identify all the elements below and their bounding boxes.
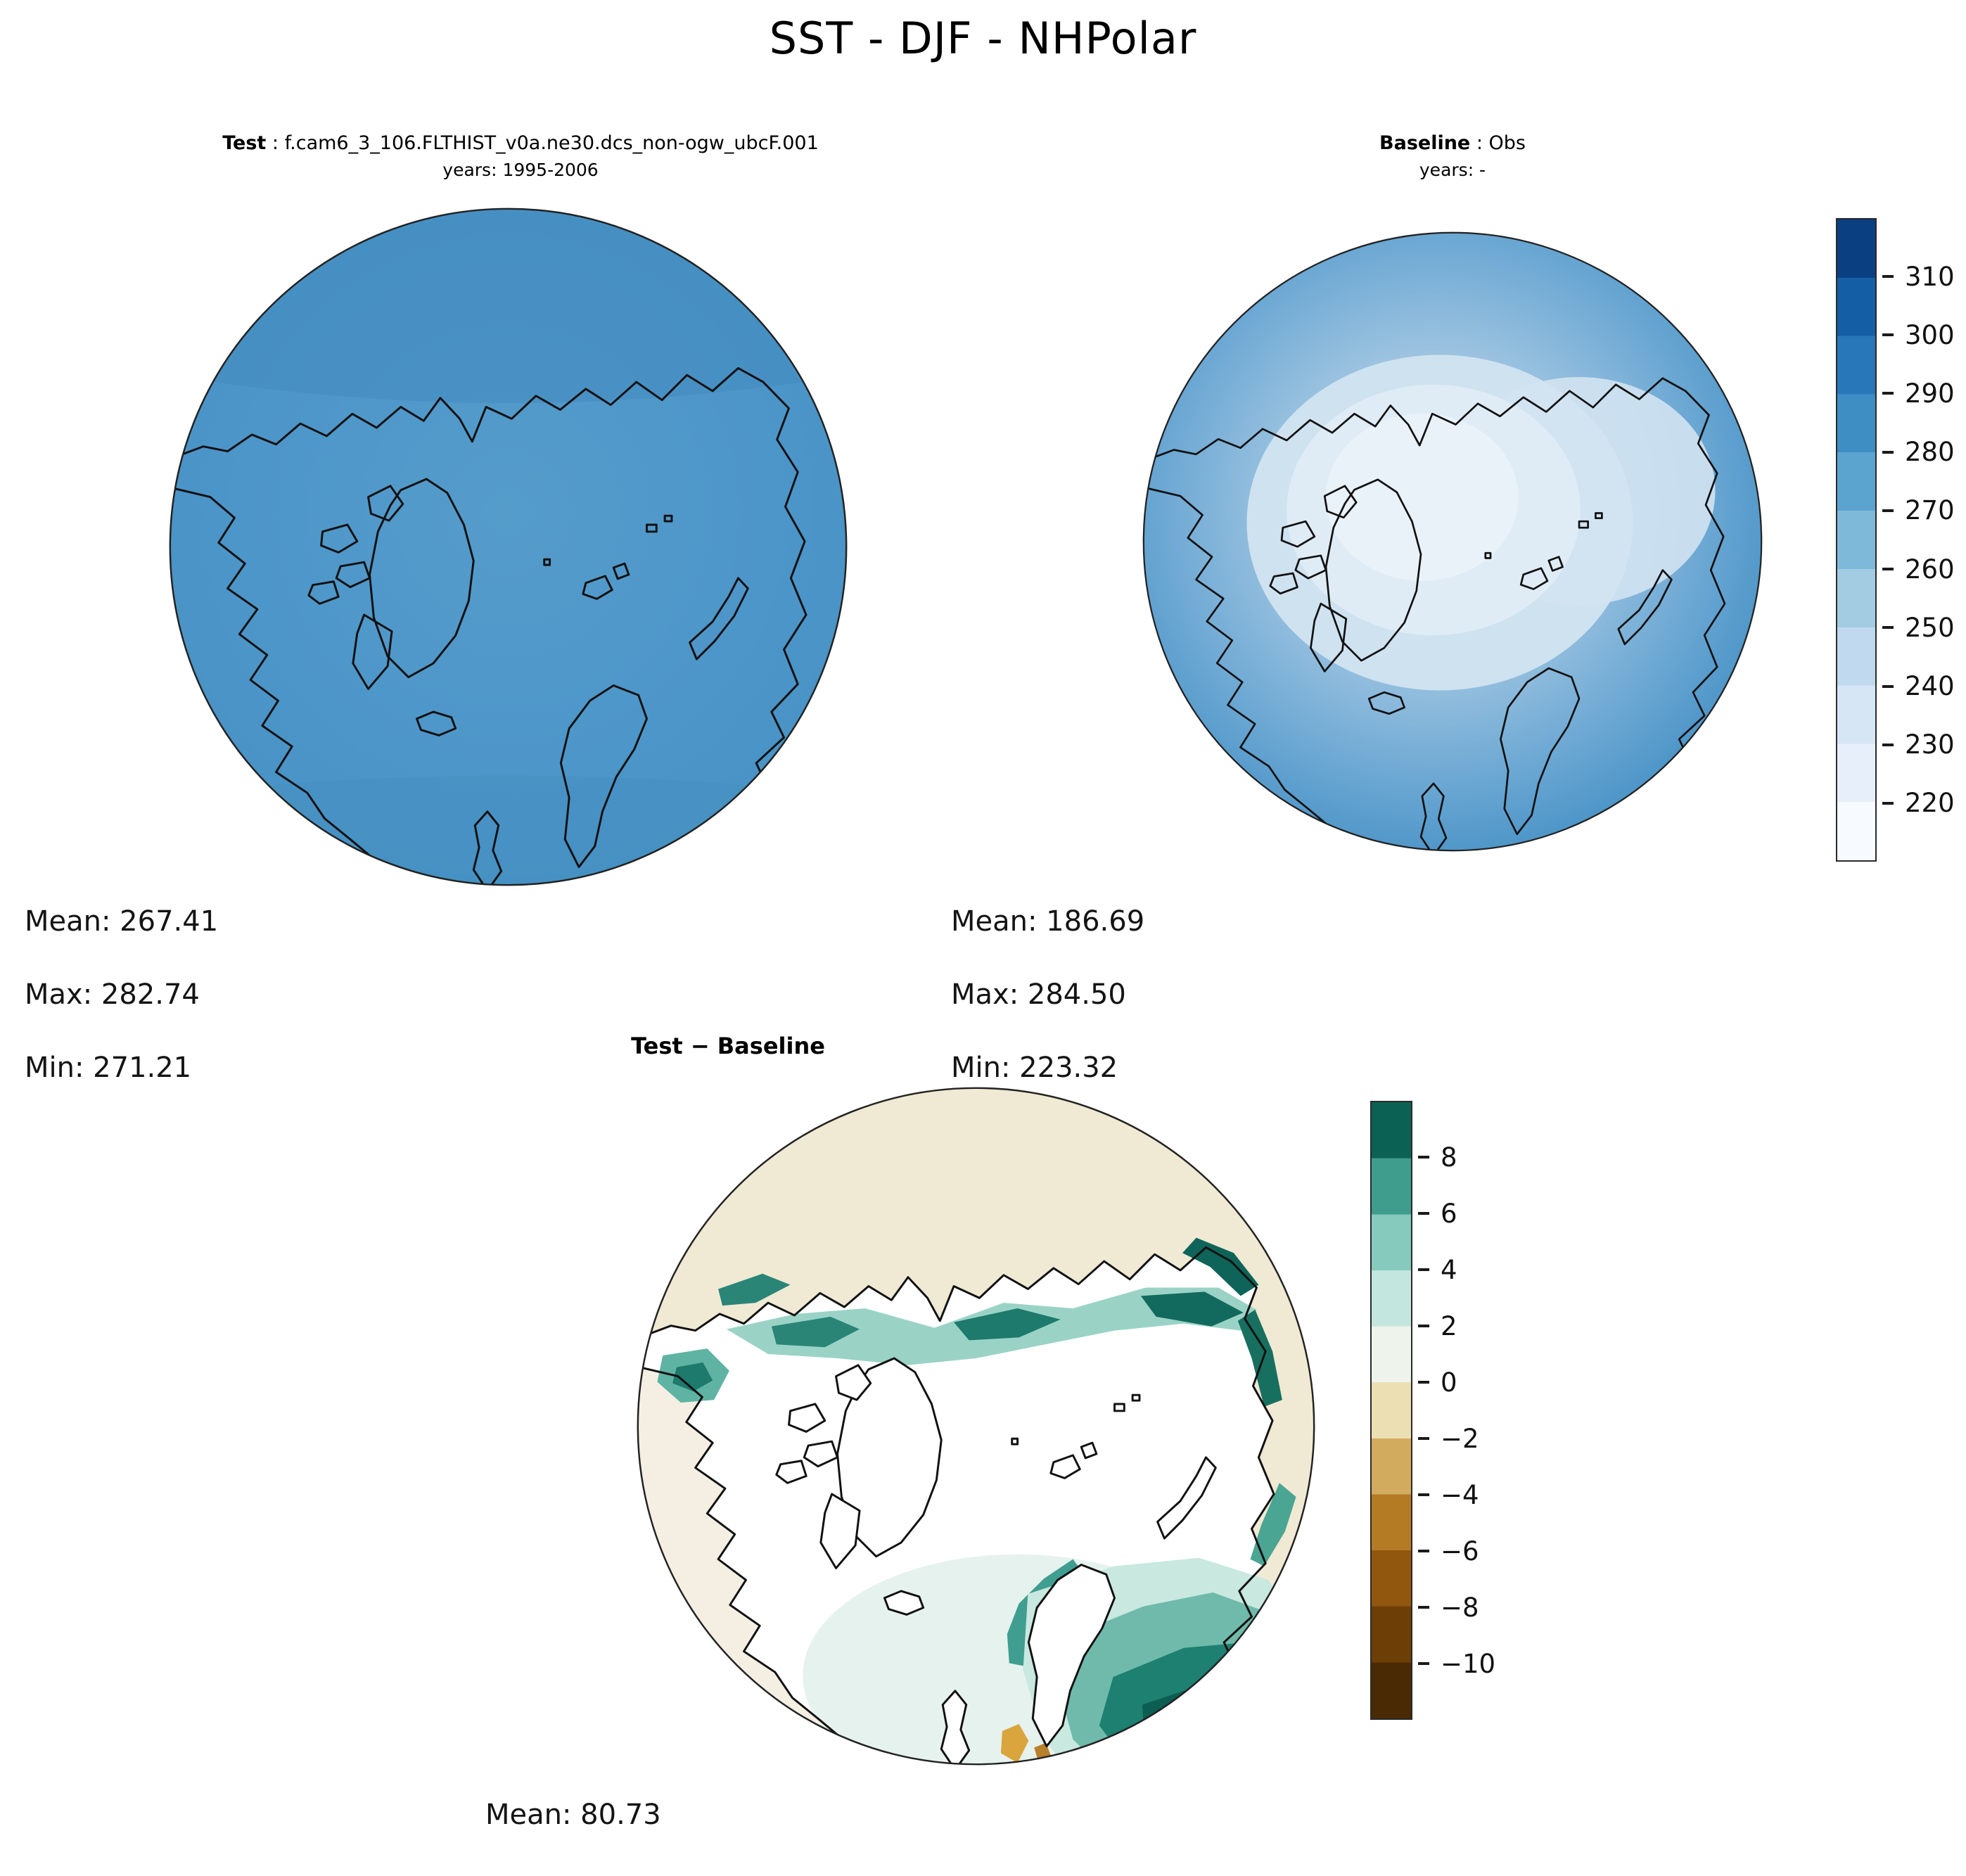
test-map-layers [170, 208, 847, 886]
page-title: SST - DJF - NHPolar [769, 13, 1197, 64]
map-boundary [1142, 231, 1763, 852]
test-max: Max: 282.74 [25, 978, 200, 1011]
map-boundary [637, 1087, 1315, 1766]
test-min: Min: 271.21 [25, 1052, 192, 1084]
diff-max: Max: 48.03 [485, 1870, 661, 1876]
baseline-run-name: : Obs [1470, 132, 1526, 154]
map-boundary [169, 208, 848, 886]
baseline-mean: Mean: 186.69 [951, 905, 1145, 938]
test-stats: Mean: 267.41 Max: 282.74 Min: 271.21 [25, 867, 218, 1123]
sst-colorbar-gradient [1836, 218, 1877, 862]
baseline-map-layers [1143, 232, 1762, 851]
test-label: Test [222, 132, 267, 154]
baseline-min: Min: 223.32 [951, 1052, 1118, 1084]
baseline-map [1142, 231, 1763, 852]
diff-title: Test − Baseline [631, 1033, 825, 1059]
diff-map [637, 1087, 1315, 1766]
diff-colorbar-gradient [1370, 1101, 1412, 1720]
baseline-subtitle: Baseline : Obs years: - [1241, 132, 1664, 180]
test-years: years: 1995-2006 [442, 160, 599, 180]
test-mean: Mean: 267.41 [25, 905, 219, 938]
diff-mean: Mean: 80.73 [485, 1799, 661, 1831]
baseline-subtitle-line1: Baseline : Obs [1241, 132, 1664, 154]
baseline-stats: Mean: 186.69 Max: 284.50 Min: 223.32 [951, 867, 1144, 1123]
baseline-years: years: - [1419, 160, 1486, 180]
diff-colorbar: 8 6 4 2 0 −2 −4 −6 −8 −10 [1370, 1101, 1525, 1720]
test-subtitle: Test : f.cam6_3_106.FLTHIST_v0a.ne30.dcs… [169, 132, 872, 180]
test-subtitle-line1: Test : f.cam6_3_106.FLTHIST_v0a.ne30.dcs… [169, 132, 872, 154]
diff-stats: Mean: 80.73 Max: 48.03 Min: -4.78 [485, 1760, 661, 1876]
diff-colorbar-ticks: 8 6 4 2 0 −2 −4 −6 −8 −10 [1418, 1142, 1496, 1679]
sst-colorbar: 310 300 290 280 270 260 250 240 230 220 [1836, 218, 1966, 862]
test-run-name: : f.cam6_3_106.FLTHIST_v0a.ne30.dcs_non-… [266, 132, 819, 154]
test-map [169, 208, 848, 886]
sst-colorbar-ticks: 310 300 290 280 270 260 250 240 230 220 [1882, 261, 1955, 819]
baseline-label: Baseline [1379, 132, 1471, 154]
diff-map-layers [637, 1087, 1315, 1765]
baseline-max: Max: 284.50 [951, 978, 1126, 1011]
